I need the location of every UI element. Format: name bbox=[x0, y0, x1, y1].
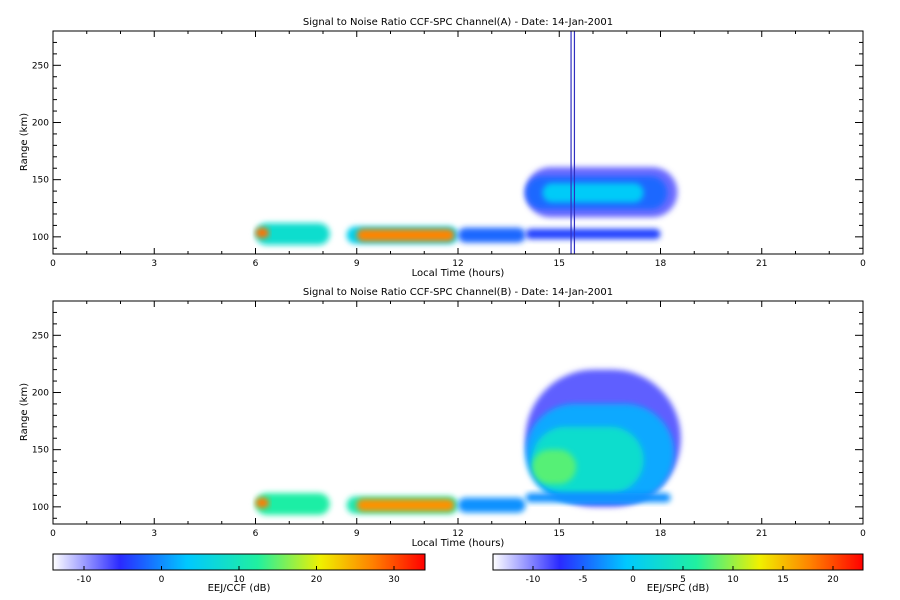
x-tick-label: 6 bbox=[253, 529, 259, 539]
panel-b-title: Signal to Noise Ratio CCF-SPC Channel(B)… bbox=[303, 287, 613, 298]
x-tick-label: 0 bbox=[50, 259, 56, 269]
y-tick-label: 100 bbox=[32, 503, 49, 513]
colorbar-tick-label: 20 bbox=[311, 575, 323, 585]
colorbar-tick-label: 0 bbox=[159, 575, 165, 585]
y-tick-label: 250 bbox=[32, 331, 49, 341]
colorbar-tick-label: 10 bbox=[233, 575, 245, 585]
colorbar-tick-label: 10 bbox=[727, 575, 739, 585]
heatmap-region bbox=[255, 493, 330, 515]
colorbar-spc: -10 -5 0 5 10 15 20 EEJ/SPC (dB) bbox=[492, 553, 864, 594]
y-tick-label: 150 bbox=[32, 176, 49, 186]
x-tick-label: 21 bbox=[756, 259, 767, 269]
x-tick-label: 9 bbox=[354, 529, 360, 539]
panel-a-axes-frame bbox=[52, 30, 864, 255]
x-tick-label: 6 bbox=[253, 259, 259, 269]
colorbar-ccf-label: EEJ/CCF (dB) bbox=[208, 583, 271, 594]
panel-channel-a: Signal to Noise Ratio CCF-SPC Channel(A)… bbox=[19, 17, 866, 279]
colorbar-tick-label: 30 bbox=[388, 575, 400, 585]
colorbar-tick-label: -10 bbox=[526, 575, 541, 585]
x-tick-label: 3 bbox=[151, 259, 157, 269]
heatmap-region bbox=[356, 498, 455, 512]
colorbar-tick-label: 20 bbox=[827, 575, 839, 585]
heatmap-region bbox=[458, 227, 526, 243]
heatmap-region bbox=[532, 449, 577, 484]
panel-channel-b: Signal to Noise Ratio CCF-SPC Channel(B)… bbox=[19, 287, 866, 549]
panel-b-ticks: 0 3 6 9 12 15 18 21 0 100 150 200 250 bbox=[32, 301, 866, 539]
colorbar-tick-label: 5 bbox=[680, 575, 686, 585]
panel-a-x-axis-label: Local Time (hours) bbox=[412, 268, 505, 279]
heatmap-region bbox=[525, 493, 671, 503]
panel-a-ticks: 0 3 6 9 12 15 18 21 0 100 150 200 250 bbox=[32, 31, 866, 269]
panel-b-axes-frame bbox=[52, 300, 864, 525]
x-tick-label: 12 bbox=[452, 259, 463, 269]
x-tick-label: 18 bbox=[655, 529, 667, 539]
x-tick-label: 18 bbox=[655, 259, 667, 269]
x-tick-label: 12 bbox=[452, 529, 463, 539]
panel-b-x-axis-label: Local Time (hours) bbox=[412, 538, 505, 549]
y-tick-label: 150 bbox=[32, 446, 49, 456]
heatmap-region bbox=[525, 228, 661, 240]
heatmap-region bbox=[356, 228, 455, 242]
y-tick-label: 200 bbox=[32, 388, 49, 398]
colorbar-tick-label: 0 bbox=[630, 575, 636, 585]
x-tick-label: 15 bbox=[554, 259, 565, 269]
x-tick-label: 3 bbox=[151, 529, 157, 539]
x-tick-label: 0 bbox=[50, 529, 56, 539]
panel-a-title: Signal to Noise Ratio CCF-SPC Channel(A)… bbox=[303, 17, 613, 28]
panel-b-y-axis-label: Range (km) bbox=[19, 383, 30, 441]
panel-b-heatmap bbox=[255, 369, 681, 515]
heatmap-region bbox=[255, 497, 269, 508]
x-tick-label: 15 bbox=[554, 529, 565, 539]
colorbar-spc-scale bbox=[492, 553, 864, 571]
colorbar-tick-label: -10 bbox=[77, 575, 92, 585]
colorbar-ccf-ticks: -10 0 10 20 30 bbox=[77, 566, 400, 585]
panel-a-y-axis-label: Range (km) bbox=[19, 113, 30, 171]
colorbar-spc-ticks: -10 -5 0 5 10 15 20 bbox=[526, 566, 839, 585]
colorbar-tick-label: 15 bbox=[777, 575, 788, 585]
y-tick-label: 250 bbox=[32, 61, 49, 71]
y-tick-label: 100 bbox=[32, 233, 49, 243]
x-tick-label: 9 bbox=[354, 259, 360, 269]
y-tick-label: 200 bbox=[32, 118, 49, 128]
colorbar-ccf: -10 0 10 20 30 EEJ/CCF (dB) bbox=[52, 553, 426, 594]
heatmap-region bbox=[458, 497, 526, 513]
heatmap-region bbox=[255, 223, 330, 245]
heatmap-region bbox=[542, 183, 644, 203]
colorbar-tick-label: -5 bbox=[579, 575, 588, 585]
colorbar-spc-label: EEJ/SPC (dB) bbox=[647, 583, 710, 594]
heatmap-region bbox=[255, 227, 269, 238]
x-tick-label: 0 bbox=[860, 259, 866, 269]
x-tick-label: 0 bbox=[860, 529, 866, 539]
panel-a-heatmap bbox=[255, 31, 678, 254]
x-tick-label: 21 bbox=[756, 529, 767, 539]
